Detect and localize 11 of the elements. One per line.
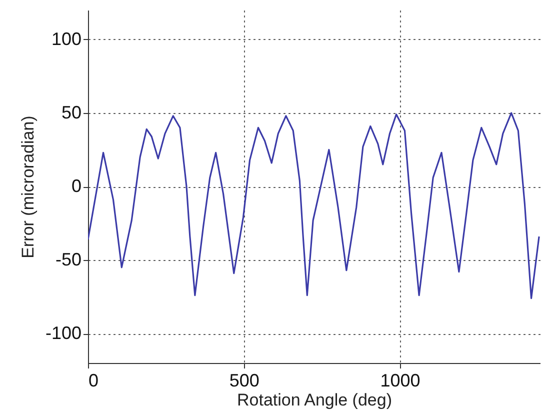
y-axis-title: Error (microradian) [18,116,38,258]
y-tick-label: 0 [71,176,82,196]
y-tick-label: 50 [61,102,82,122]
line-series [88,112,540,300]
x-tick-label: 500 [229,370,260,390]
x-tick-label: 0 [88,370,99,390]
y-tick-label: -50 [55,250,82,270]
x-tick-label: 1000 [380,370,420,390]
y-tick-label: -100 [45,323,82,344]
y-tick-label: 100 [51,28,82,49]
x-axis-title: Rotation Angle (deg) [237,390,392,410]
